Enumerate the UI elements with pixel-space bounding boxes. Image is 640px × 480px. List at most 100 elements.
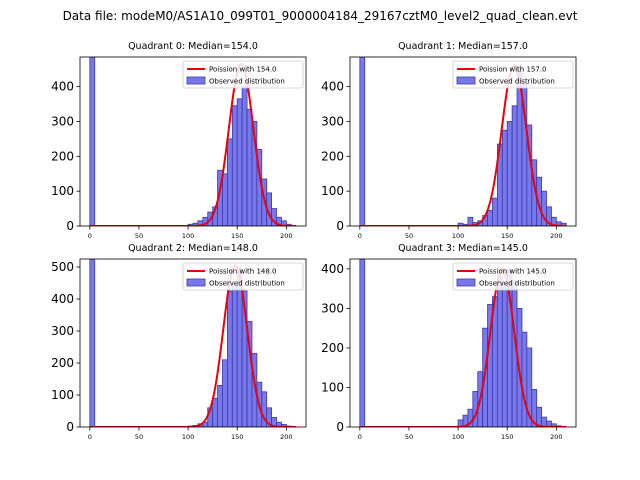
quadrant-3-xtick-label: 100 — [452, 433, 464, 441]
quadrant-2-plot-area — [89, 259, 297, 427]
quadrant-1-bar — [501, 129, 508, 226]
quadrant-1-bar — [487, 209, 493, 226]
quadrant-2-bar — [222, 359, 228, 427]
quadrant-1-bar — [467, 216, 474, 226]
quadrant-3-poisson-curve — [359, 267, 567, 427]
quadrant-1-bar — [492, 197, 498, 226]
quadrant-2-bar — [89, 259, 96, 427]
quadrant-2-legend-bar-label: Observed distribution — [209, 280, 285, 288]
quadrant-1-legend-frame — [452, 60, 574, 89]
quadrant-2-legend: Poission with 148.0 Observed distribution — [182, 262, 304, 291]
quadrant-3-bar — [496, 276, 503, 427]
quadrant-3-ytick-label: 0 — [336, 420, 344, 434]
quadrant-0-legend-frame — [182, 60, 304, 89]
quadrant-3-ytick-label: 100 — [321, 380, 344, 394]
quadrant-2-xtick-label: 0 — [88, 433, 92, 441]
quadrant-0-bar — [241, 86, 248, 226]
quadrant-2-xtick-label: 50 — [135, 433, 143, 441]
quadrant-1-xtick-label: 150 — [501, 232, 513, 240]
quadrant-3-ytick-label: 300 — [321, 301, 344, 315]
quadrant-3-bar — [501, 284, 508, 427]
quadrant-0-ytick-label: 200 — [51, 149, 74, 163]
quadrant-1-ytick-label: 100 — [321, 184, 344, 198]
quadrant-3-title: Quadrant 3: Median=145.0 — [398, 243, 528, 254]
quadrant-0-bar — [236, 98, 243, 226]
quadrant-3-plot-area — [359, 259, 567, 427]
quadrant-1-xtick-label: 50 — [405, 232, 413, 240]
quadrant-2-xtick-label: 200 — [280, 433, 292, 441]
quadrant-2-xtick-label: 100 — [182, 433, 194, 441]
quadrant-1-bar — [511, 105, 518, 226]
quadrant-1-plot-area — [359, 57, 567, 226]
quadrant-0-bar — [222, 173, 228, 226]
quadrant-1-ytick-label: 200 — [321, 149, 344, 163]
quadrant-1-xtick-label: 100 — [452, 232, 464, 240]
quadrant-1-legend-curve-label: Poission with 157.0 — [479, 66, 547, 74]
quadrant-3-legend-bar-swatch — [456, 278, 476, 287]
quadrant-3-legend-curve-label: Poission with 145.0 — [479, 268, 547, 276]
quadrant-2-ytick-label: 500 — [51, 260, 74, 274]
quadrant-0-ytick-label: 100 — [51, 184, 74, 198]
quadrant-1-legend-bar-label: Observed distribution — [479, 78, 555, 86]
quadrant-0-panel: Quadrant 0: Median=154.0 0 100 200 300 400 0 50… — [51, 41, 307, 240]
quadrant-2-title: Quadrant 2: Median=148.0 — [128, 243, 258, 254]
quadrant-0-xtick-label: 200 — [280, 232, 292, 240]
quadrant-1-panel: Quadrant 1: Median=157.0 0 100 200 300 400 0 50… — [321, 41, 577, 240]
quadrant-0-title: Quadrant 0: Median=154.0 — [128, 41, 258, 52]
quadrant-2-panel: Quadrant 2: Median=148.00100200300400500… — [51, 243, 307, 441]
quadrant-0-bar — [246, 108, 253, 226]
quadrant-2-legend-bar-swatch — [186, 278, 206, 287]
quadrant-2-ytick-label: 400 — [51, 292, 74, 306]
quadrant-0-legend: Poission with 154.0 Observed distribution — [182, 60, 304, 89]
quadrant-3-legend-bar-label: Observed distribution — [479, 280, 555, 288]
quadrant-0-ytick-label: 300 — [51, 114, 74, 128]
quadrant-1-legend: Poission with 157.0 Observed distribution — [452, 60, 574, 89]
quadrant-3-xtick-label: 150 — [501, 433, 513, 441]
quadrant-2-bar — [236, 268, 243, 427]
quadrant-0-axes-frame — [79, 56, 307, 227]
quadrant-2-ytick-label: 0 — [66, 420, 74, 434]
quadrant-2-xtick-label: 150 — [231, 433, 243, 441]
quadrant-1-xtick-label: 0 — [358, 232, 362, 240]
quadrant-1-bar — [506, 121, 513, 226]
quadrant-1-xtick-label: 200 — [550, 232, 562, 240]
quadrant-2-bar — [217, 384, 223, 427]
quadrant-2-bar — [212, 397, 218, 427]
quadrant-3-panel: Quadrant 3: Median=145.0 0 100 200 300 400 0 50… — [321, 243, 577, 441]
quadrant-2-ytick-label: 300 — [51, 324, 74, 338]
panels: Quadrant 0: Median=154.0 0 100 200 300 400 0 50… — [51, 41, 577, 441]
quadrant-1-bar — [359, 57, 366, 226]
quadrant-3-axes-frame — [349, 258, 577, 428]
quadrant-0-legend-curve-label: Poission with 154.0 — [209, 66, 277, 74]
quadrant-0-ytick-label: 400 — [51, 80, 74, 94]
quadrant-1-ytick-label: 400 — [321, 80, 344, 94]
quadrant-3-bar — [359, 259, 366, 427]
quadrant-2-ytick-label: 200 — [51, 356, 74, 370]
quadrant-1-legend-bar-swatch — [456, 76, 476, 85]
quadrant-0-xtick-label: 0 — [88, 232, 92, 240]
quadrant-3-bar — [521, 331, 528, 427]
quadrant-3-ytick-label: 400 — [321, 262, 344, 276]
quadrant-3-xtick-label: 50 — [405, 433, 413, 441]
quadrant-3-xtick-label: 200 — [550, 433, 562, 441]
quadrant-2-bar — [231, 284, 238, 427]
quadrant-2-axes-frame — [79, 258, 307, 428]
quadrant-1-title: Quadrant 1: Median=157.0 — [398, 41, 528, 52]
quadrant-1-bar — [560, 222, 567, 226]
quadrant-1-bar — [546, 206, 552, 226]
quadrant-0-xtick-label: 100 — [182, 232, 194, 240]
quadrant-0-legend-bar-label: Observed distribution — [209, 78, 285, 86]
quadrant-2-ytick-label: 100 — [51, 388, 74, 402]
quadrant-2-legend-curve-label: Poission with 148.0 — [209, 268, 277, 276]
quadrant-3-ytick-label: 200 — [321, 341, 344, 355]
quadrant-0-bar — [226, 138, 233, 226]
quadrant-1-ytick-label: 0 — [336, 219, 344, 233]
quadrant-0-bar — [89, 57, 96, 226]
quadrant-2-bar — [226, 290, 233, 427]
quadrant-3-xtick-label: 0 — [358, 433, 362, 441]
quadrant-0-ytick-label: 0 — [66, 219, 74, 233]
quadrant-1-axes-frame — [349, 56, 577, 227]
quadrant-0-xtick-label: 150 — [231, 232, 243, 240]
quadrant-3-legend: Poission with 145.0 Observed distribution — [452, 262, 574, 291]
